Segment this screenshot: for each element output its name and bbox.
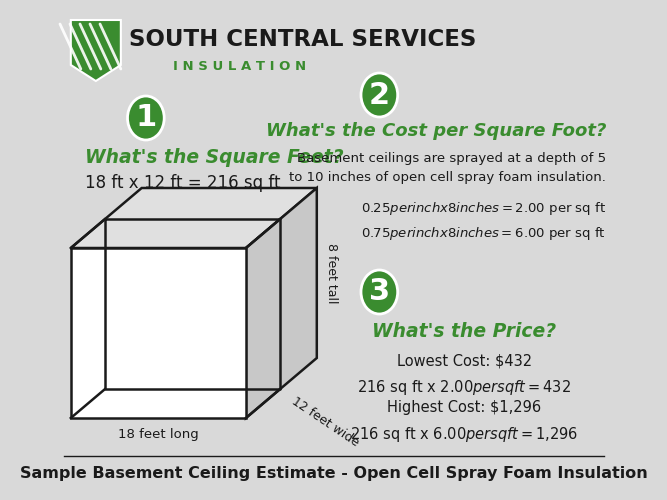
Text: 12 feet wide: 12 feet wide [289, 395, 361, 450]
Text: Sample Basement Ceiling Estimate - Open Cell Spray Foam Insulation: Sample Basement Ceiling Estimate - Open … [19, 466, 648, 481]
Text: 2: 2 [369, 80, 390, 110]
Text: 1: 1 [135, 104, 157, 132]
Text: Basement ceilings are sprayed at a depth of 5
to 10 inches of open cell spray fo: Basement ceilings are sprayed at a depth… [289, 152, 606, 184]
Polygon shape [71, 188, 317, 248]
Circle shape [361, 270, 398, 314]
Polygon shape [246, 188, 317, 418]
Text: 3: 3 [369, 278, 390, 306]
Text: What's the Cost per Square Foot?: What's the Cost per Square Foot? [265, 122, 606, 140]
Text: Lowest Cost: $432
216 sq ft x $2.00 per sq ft = $432: Lowest Cost: $432 216 sq ft x $2.00 per … [358, 353, 572, 397]
Text: SOUTH CENTRAL SERVICES: SOUTH CENTRAL SERVICES [129, 28, 476, 51]
Text: 18 feet long: 18 feet long [118, 428, 199, 441]
Text: Highest Cost: $1,296
216 sq ft x $6.00 per sq ft = $1,296: Highest Cost: $1,296 216 sq ft x $6.00 p… [350, 400, 578, 444]
Circle shape [127, 96, 164, 140]
Polygon shape [71, 248, 246, 418]
Polygon shape [71, 20, 121, 81]
Text: 18 ft x 12 ft = 216 sq ft: 18 ft x 12 ft = 216 sq ft [85, 174, 281, 192]
Text: I N S U L A T I O N: I N S U L A T I O N [173, 60, 305, 73]
Text: What's the Price?: What's the Price? [372, 322, 556, 341]
Circle shape [361, 73, 398, 117]
Text: What's the Square Feet?: What's the Square Feet? [85, 148, 344, 167]
Text: 8 feet tall: 8 feet tall [325, 243, 338, 303]
Text: $0.25 per inch x 8 inches = $2.00 per sq ft
$0.75 per inch x 8 inches = $6.00 pe: $0.25 per inch x 8 inches = $2.00 per sq… [362, 200, 606, 242]
